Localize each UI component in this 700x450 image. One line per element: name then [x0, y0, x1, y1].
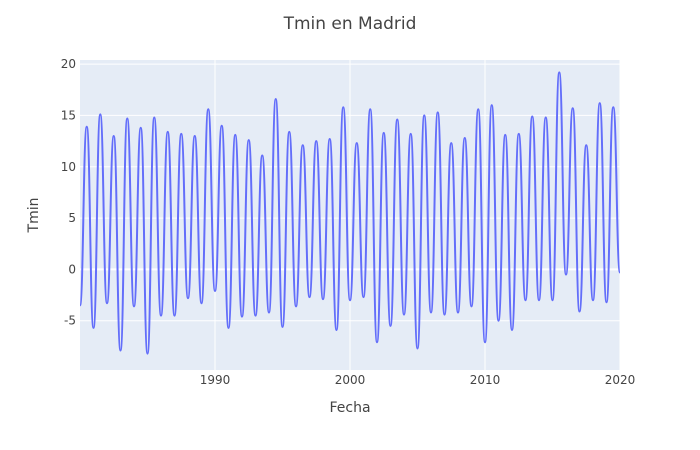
- y-tick-label: 15: [61, 108, 76, 122]
- y-tick-label: 20: [61, 57, 76, 71]
- x-axis-title: Fecha: [329, 400, 370, 416]
- y-tick-label: 10: [61, 160, 76, 174]
- y-tick-label: 0: [68, 262, 76, 276]
- x-tick-label: 2000: [335, 373, 366, 387]
- y-tick-label: 5: [68, 211, 76, 225]
- x-tick-label: 2010: [470, 373, 501, 387]
- chart-title: Tmin en Madrid: [283, 14, 417, 34]
- grid-lines: [80, 60, 621, 370]
- x-tick-label: 1990: [200, 373, 231, 387]
- series-line-tmin: [80, 71, 620, 355]
- series-layer: [80, 71, 620, 355]
- x-tick-label: 2020: [605, 373, 636, 387]
- x-axis-ticks: 1990 2000 2010 2020: [200, 373, 636, 387]
- y-axis-title: Tmin: [26, 198, 42, 234]
- y-tick-label: -5: [64, 314, 76, 328]
- y-axis-ticks: -5 0 5 10 15 20: [61, 57, 76, 328]
